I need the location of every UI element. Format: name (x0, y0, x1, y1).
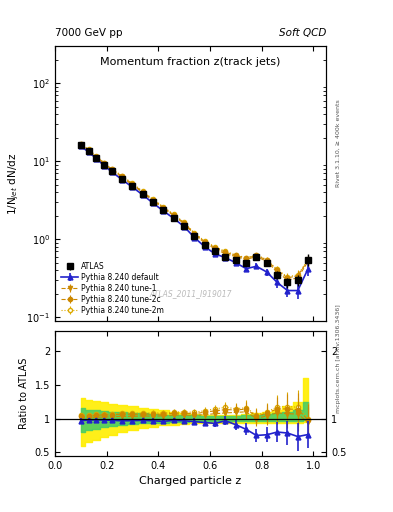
Text: mcplots.cern.ch [arXiv:1306.3436]: mcplots.cern.ch [arXiv:1306.3436] (336, 304, 341, 413)
Text: Momentum fraction z(track jets): Momentum fraction z(track jets) (101, 57, 281, 67)
Text: ATLAS_2011_I919017: ATLAS_2011_I919017 (149, 289, 232, 298)
Text: Rivet 3.1.10, ≥ 400k events: Rivet 3.1.10, ≥ 400k events (336, 99, 341, 187)
Y-axis label: 1/N$_{jet}$ dN/dz: 1/N$_{jet}$ dN/dz (6, 152, 21, 215)
Y-axis label: Ratio to ATLAS: Ratio to ATLAS (19, 357, 29, 429)
Legend: ATLAS, Pythia 8.240 default, Pythia 8.240 tune-1, Pythia 8.240 tune-2c, Pythia 8: ATLAS, Pythia 8.240 default, Pythia 8.24… (59, 260, 166, 317)
Text: 7000 GeV pp: 7000 GeV pp (55, 28, 123, 38)
X-axis label: Charged particle z: Charged particle z (140, 476, 242, 486)
Text: Soft QCD: Soft QCD (279, 28, 326, 38)
